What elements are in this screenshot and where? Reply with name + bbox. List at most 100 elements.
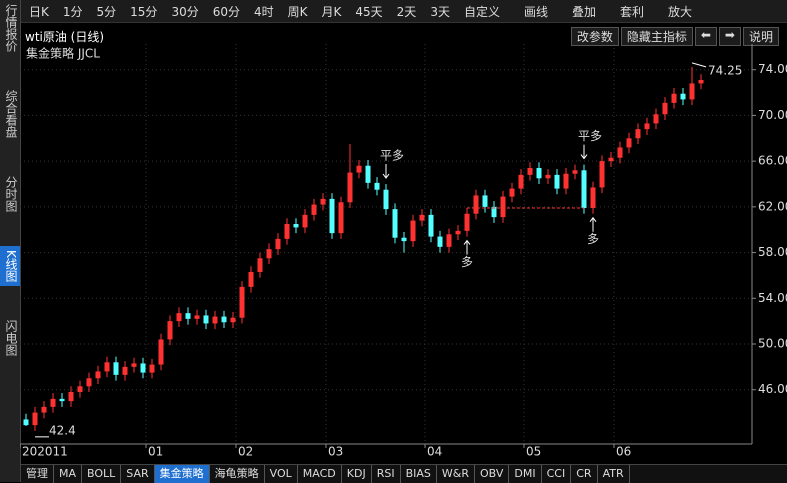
indicator-tab[interactable]: DMI [509, 465, 542, 483]
sidebar-tab[interactable]: 闪电图 [4, 319, 18, 356]
candle-body [365, 165, 371, 183]
candle-body [473, 195, 479, 214]
indicator-tab[interactable]: MACD [298, 465, 342, 483]
signal-label: 多 [461, 255, 473, 269]
candle-body [59, 398, 65, 402]
indicator-tab[interactable]: W&R [437, 465, 475, 483]
candle-body [518, 174, 524, 189]
candle-body [608, 157, 614, 162]
y-tick-label: 74.00 [758, 62, 787, 76]
candle-body [536, 168, 542, 179]
candle-body [437, 236, 443, 247]
period-button[interactable]: 日K [29, 4, 49, 19]
candle-body [293, 224, 299, 228]
period-button[interactable]: 2天 [396, 4, 417, 19]
strategy-title: 集金策略 JJCL [26, 46, 100, 61]
indicator-tab[interactable]: CCI [542, 465, 572, 483]
candle-body [122, 366, 128, 375]
candle-body [284, 224, 290, 239]
header-button[interactable]: 改参数 [570, 27, 619, 46]
period-button[interactable]: 1分 [62, 4, 83, 19]
x-tick-label: 02 [238, 445, 253, 459]
candle-body [149, 364, 155, 373]
candle-body [194, 315, 200, 319]
candle-body [491, 206, 497, 218]
candle-body [698, 80, 704, 84]
candle-body [41, 406, 47, 413]
candle-body [77, 386, 83, 392]
x-tick-label: 03 [328, 445, 343, 459]
signal-label: 平多 [578, 129, 602, 143]
period-button[interactable]: 周K [287, 4, 308, 19]
candle-body [689, 83, 695, 100]
x-tick-label: 04 [427, 445, 442, 459]
candle-body [635, 129, 641, 139]
indicator-tab[interactable]: RSI [372, 465, 401, 483]
indicator-tab[interactable]: SAR [121, 465, 155, 483]
candle-body [392, 209, 398, 238]
signal-arrow [580, 144, 588, 160]
period-button[interactable]: 60分 [212, 4, 240, 19]
indicator-tab[interactable]: BIAS [401, 465, 437, 483]
indicator-tab[interactable]: 海龟策略 [210, 465, 265, 483]
sidebar-tab[interactable]: 分时图 [4, 176, 18, 212]
candle-body [590, 187, 596, 208]
tool-button[interactable]: 放大 [668, 4, 693, 19]
candle-body [212, 316, 218, 324]
indicator-tab[interactable]: ATR [598, 465, 630, 483]
period-button[interactable]: 月K [321, 4, 342, 19]
header-button[interactable]: ➡ [718, 27, 741, 46]
candle-body [626, 138, 632, 148]
period-button[interactable]: 4时 [254, 4, 274, 19]
candle-body [374, 182, 380, 190]
indicator-tab[interactable]: 管理 [21, 465, 54, 483]
period-button[interactable]: 15分 [130, 4, 158, 19]
y-tick-label: 62.00 [758, 199, 787, 213]
candle-body [662, 102, 668, 115]
period-button[interactable]: 5分 [96, 4, 117, 19]
sidebar-tab[interactable]: 行情报价 [4, 4, 18, 52]
candle-body [401, 237, 407, 242]
indicator-tab[interactable]: VOL [265, 465, 298, 483]
indicator-tab[interactable]: KDJ [342, 465, 372, 483]
tool-button[interactable]: 画线 [523, 4, 548, 19]
period-button[interactable]: 30分 [171, 4, 199, 19]
candle-body [446, 234, 452, 247]
x-tick-label: 06 [616, 445, 631, 459]
candle-body [275, 238, 281, 250]
indicator-tab[interactable]: CR [571, 465, 598, 483]
candle-body [617, 147, 623, 158]
candle-body [680, 93, 686, 100]
candle-body [167, 321, 173, 340]
candle-body [23, 419, 29, 426]
sidebar-tab[interactable]: K线图 [0, 246, 20, 286]
candle-body [356, 165, 362, 173]
candle-body [554, 174, 560, 189]
header-button[interactable]: 隐藏主指标 [620, 27, 693, 46]
sidebar-tab[interactable]: 综合看盘 [4, 90, 18, 138]
max-label: 74.25 [708, 63, 742, 77]
y-tick-label: 70.00 [758, 108, 787, 122]
candle-body [86, 378, 92, 387]
period-button[interactable]: 自定义 [463, 4, 500, 19]
indicator-tab[interactable]: OBV [475, 465, 510, 483]
indicator-tab[interactable]: MA [54, 465, 83, 483]
candle-body [545, 174, 551, 179]
candle-body [671, 93, 677, 103]
tool-button[interactable]: 叠加 [571, 4, 596, 19]
indicator-tab[interactable]: 集金策略 [154, 465, 210, 483]
candle-body [176, 313, 182, 322]
period-button[interactable]: 3天 [430, 4, 450, 19]
period-button[interactable]: 45天 [355, 4, 383, 19]
signal-label: 多 [587, 232, 599, 246]
candle-body [527, 168, 533, 175]
tool-button[interactable]: 套利 [620, 4, 645, 19]
signal-arrow [382, 164, 390, 179]
header-button[interactable]: 说明 [742, 27, 779, 46]
header-button[interactable]: ⬅ [694, 27, 717, 46]
chart-header: wti原油 (日线) 改参数 隐藏主指标 ⬅ ➡ 说明 [21, 27, 787, 46]
indicator-tab[interactable]: BOLL [82, 465, 122, 483]
candle-body [68, 392, 74, 402]
header-buttons: 改参数 隐藏主指标 ⬅ ➡ 说明 [569, 27, 779, 46]
candle-body [455, 230, 461, 235]
